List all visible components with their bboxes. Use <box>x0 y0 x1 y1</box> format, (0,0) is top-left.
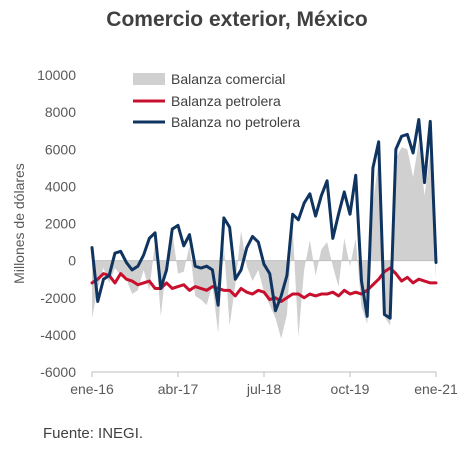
legend: Balanza comercial Balanza petrolera Balanz… <box>133 71 300 130</box>
line-layer <box>90 118 438 320</box>
source-note: Fuente: INEGI. <box>43 425 144 442</box>
y-tick-label: 2000 <box>45 216 76 232</box>
series-area-balanza-comercial <box>92 141 436 339</box>
legend-label: Balanza no petrolera <box>171 114 300 130</box>
y-axis-label: Millones de dólares <box>11 163 27 284</box>
y-tick-label: -4000 <box>40 327 76 343</box>
x-tick-label: ene-16 <box>70 381 114 397</box>
x-tick-label: jul-18 <box>246 381 281 397</box>
x-tick-label: ene-21 <box>414 381 458 397</box>
y-tick-label: 10000 <box>37 67 76 83</box>
x-tick-label: oct-19 <box>331 381 370 397</box>
y-tick-label: -2000 <box>40 290 76 306</box>
chart-plot: -6000 -4000 -2000 0 2000 4000 6000 8000 10000 ene… <box>11 67 458 397</box>
x-tick-label: abr-17 <box>158 381 199 397</box>
y-tick-label: 4000 <box>45 178 76 194</box>
legend-label: Balanza petrolera <box>171 93 281 109</box>
axis-layer: -6000 -4000 -2000 0 2000 4000 6000 8000 10000 ene… <box>37 67 458 397</box>
series-line-balanza-petrolera <box>90 266 438 303</box>
area-layer <box>92 141 436 339</box>
legend-label: Balanza comercial <box>171 71 285 87</box>
y-tick-label: 8000 <box>45 104 76 120</box>
y-tick-label: 0 <box>68 253 76 269</box>
series-line-balanza-no-petrolera <box>90 118 438 320</box>
chart-title: Comercio exterior, México <box>106 8 368 31</box>
y-tick-label: 6000 <box>45 141 76 157</box>
legend-swatch-area <box>133 73 165 85</box>
y-tick-label: -6000 <box>40 364 76 380</box>
